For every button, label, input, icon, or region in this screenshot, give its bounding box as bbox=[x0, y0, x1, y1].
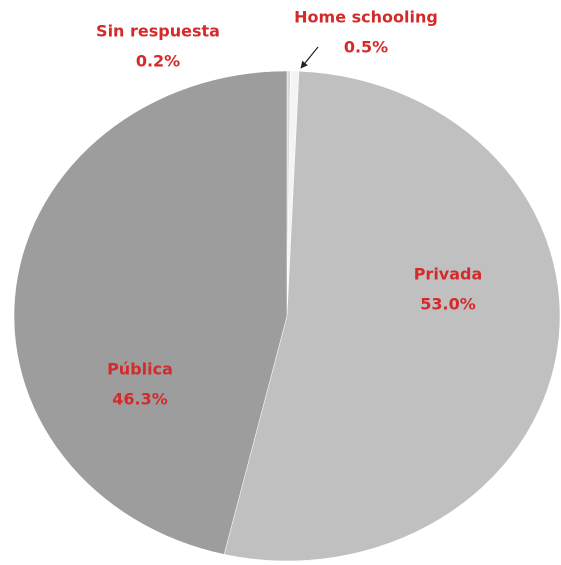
slice-value-label: 0.5% bbox=[344, 38, 388, 57]
leader-arrow bbox=[300, 46, 319, 69]
slice-label: Home schooling bbox=[294, 8, 438, 27]
pie bbox=[13, 70, 561, 562]
pie-slice bbox=[13, 70, 288, 555]
pie-slice bbox=[223, 70, 561, 562]
slice-label: Sin respuesta bbox=[96, 22, 220, 41]
slice-value-label: 46.3% bbox=[112, 390, 168, 409]
slice-label: Privada bbox=[414, 265, 483, 284]
slice-value-label: 0.2% bbox=[136, 52, 180, 71]
slice-value-label: 53.0% bbox=[420, 295, 476, 314]
slice-label: Pública bbox=[107, 360, 173, 379]
